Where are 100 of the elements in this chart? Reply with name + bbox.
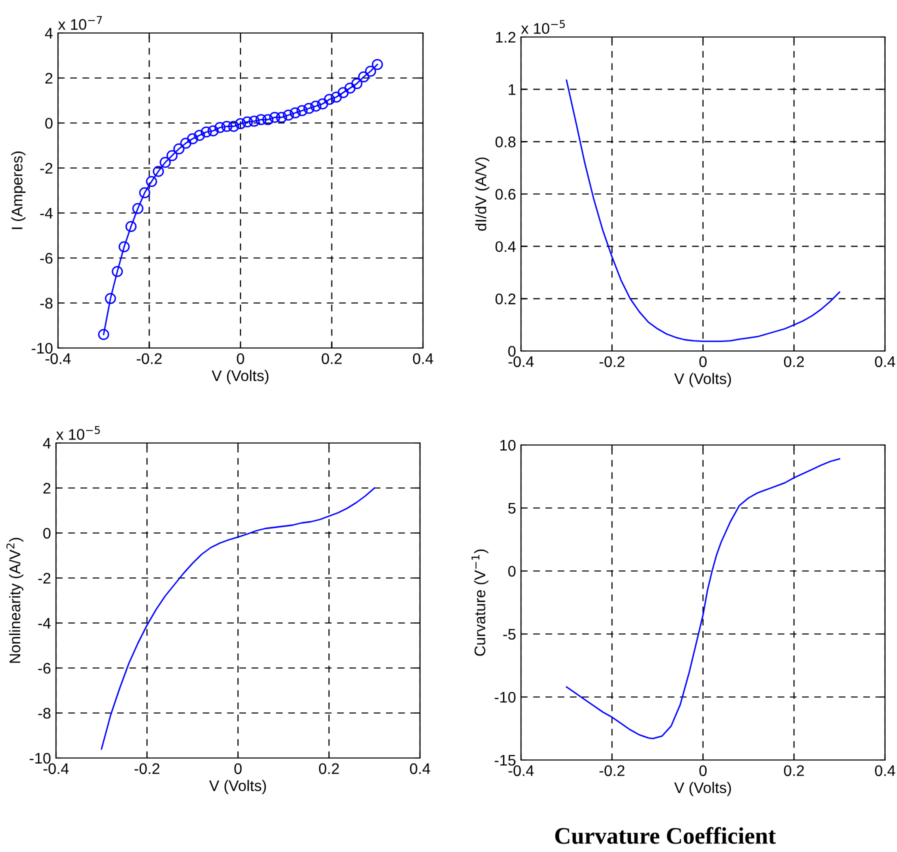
point (228, 120, 240, 132)
point (276, 112, 288, 123)
y-tick-label: -10 (32, 342, 53, 354)
y-tick-label: 4 (44, 28, 53, 39)
x-tick-label: -0.4 (508, 765, 534, 776)
x-tick-label: -0.2 (600, 765, 624, 776)
y-axis-title: I (Amperes) (11, 152, 26, 229)
point (214, 122, 226, 134)
point (310, 100, 322, 112)
point (180, 138, 192, 149)
y-tick-label: -4 (38, 618, 51, 629)
y-tick-label: -2 (38, 572, 50, 584)
point (262, 114, 274, 126)
y-tick-label: 1.2 (496, 32, 516, 43)
y-tick-label: 0.4 (496, 241, 516, 252)
point (296, 105, 308, 116)
point (98, 328, 110, 340)
x-tick-label: -0.2 (134, 763, 160, 774)
x-tick-label: 0 (699, 356, 707, 368)
point (208, 125, 219, 136)
x-tick-label: 0.2 (784, 356, 804, 368)
point (317, 98, 328, 110)
x-tick-label: -0.4 (46, 353, 71, 364)
point (255, 114, 267, 126)
x-tick-label: 0 (699, 765, 707, 776)
point (324, 94, 336, 105)
y-tick-label: 0 (508, 346, 516, 357)
y-axis-title: dI/dV (A/V) (475, 158, 490, 231)
x-axis-title: V (Volts) (674, 372, 731, 388)
point (344, 82, 356, 94)
x-axis-title: V (Volts) (209, 780, 266, 794)
y-tick-label: 0 (45, 118, 53, 129)
point (242, 116, 253, 128)
point (358, 71, 370, 82)
x-tick-label: -0.4 (508, 356, 534, 368)
point (166, 150, 178, 162)
x-tick-label: 0.4 (412, 353, 434, 364)
x-axis-title: V (Volts) (212, 370, 268, 384)
point (351, 78, 362, 90)
y-tick-label: 0.8 (496, 136, 516, 148)
text: x 10$^{−7}$ (58, 16, 102, 30)
text: x 10$^{−5}$ (56, 426, 100, 440)
y-tick-label: 4 (42, 438, 51, 449)
text: x 10$^{−5}$ (521, 20, 565, 34)
point (132, 202, 144, 214)
y-tick-label: -15 (494, 755, 516, 766)
y-tick-label: 10 (500, 440, 516, 451)
x-axis-title: V (Volts) (674, 782, 731, 796)
point (221, 120, 232, 132)
x-tick-label: 0.2 (322, 353, 342, 364)
point (118, 241, 130, 252)
point (160, 156, 171, 168)
y-tick-label: 0.2 (496, 294, 516, 304)
point (372, 58, 383, 70)
point (269, 112, 280, 123)
line-series (566, 79, 840, 342)
point (104, 292, 116, 304)
x-tick-label: 0.4 (874, 765, 896, 776)
line-series (100, 487, 376, 750)
x-tick-label: 0 (234, 763, 242, 774)
x-tick-label: -0.4 (44, 763, 69, 774)
point (303, 102, 314, 114)
point (330, 92, 342, 103)
y-tick-label: -2 (40, 162, 52, 174)
y-tick-label: 0 (508, 566, 516, 577)
point (173, 143, 184, 154)
point (338, 87, 349, 98)
y-tick-label: -10 (30, 752, 51, 764)
line-series (566, 458, 840, 740)
y-tick-label: 0 (43, 528, 51, 539)
x-tick-label: 0.4 (874, 356, 896, 368)
x-tick-label: 0.2 (784, 765, 804, 776)
x-tick-label: 0 (236, 353, 244, 364)
point (200, 126, 212, 138)
x-tick-label: -0.2 (600, 356, 624, 368)
x-tick-label: -0.2 (136, 353, 162, 364)
point (146, 176, 158, 188)
y-axis-title: Curvature (V$^{−1}$) (472, 550, 488, 656)
point (139, 187, 150, 198)
y-tick-label: -4 (40, 208, 53, 219)
point (194, 130, 205, 141)
point (364, 66, 376, 77)
y-tick-label: -6 (40, 252, 52, 264)
point (187, 133, 198, 144)
point (282, 110, 294, 121)
point (152, 166, 164, 177)
point (290, 107, 301, 118)
y-axis-title: Nonlinearity (A/V$^{2}$) (6, 538, 24, 663)
y-tick-label: -5 (503, 629, 516, 640)
point (234, 118, 246, 130)
y-tick-label: -10 (494, 692, 516, 703)
point (112, 266, 123, 278)
point (248, 116, 260, 127)
x-tick-label: 0.4 (410, 763, 430, 774)
x-tick-label: 0.2 (318, 763, 339, 774)
y-tick-label: 2 (43, 482, 50, 494)
text: Curvature Coefficient (555, 827, 776, 844)
y-tick-label: 5 (508, 503, 516, 514)
y-tick-label: 2 (45, 72, 52, 84)
point (125, 220, 137, 232)
